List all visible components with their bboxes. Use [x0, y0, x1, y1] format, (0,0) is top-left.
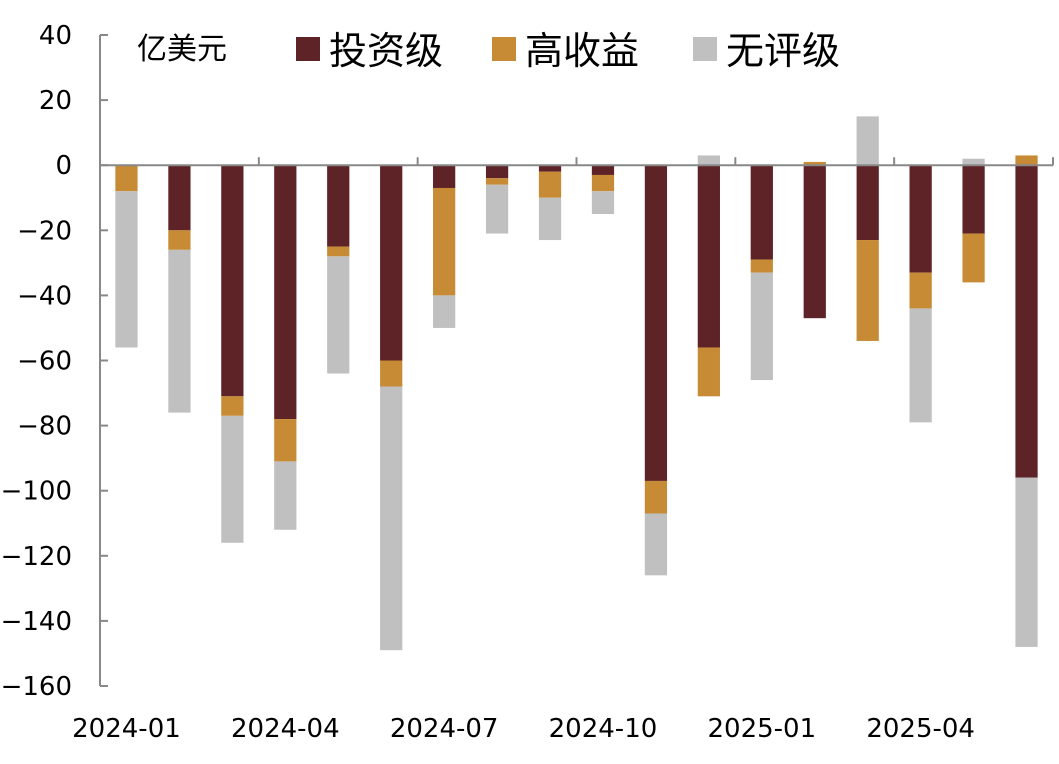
- legend: 亿美元 投资级 高收益 无评级: [137, 29, 840, 73]
- bar-2024-06-series-0: [380, 165, 403, 361]
- bar-2024-04-series-0: [274, 165, 297, 420]
- bar-2025-05-series-1: [962, 233, 985, 283]
- bar-2024-11-series-1: [644, 480, 668, 514]
- bar-2024-04-series-1: [274, 419, 297, 462]
- x-tick-label: 2024-01: [72, 714, 181, 744]
- x-tick-label: 2024-04: [231, 714, 340, 744]
- bar-2025-01-series-0: [750, 165, 773, 260]
- y-tick-label: −40: [17, 281, 72, 311]
- bar-2024-03-series-2: [221, 415, 244, 543]
- bar-2024-02-series-1: [168, 230, 191, 250]
- x-tick-label: 2024-10: [549, 714, 658, 744]
- bar-2025-03-series-1: [856, 240, 879, 341]
- bar-2024-08-series-2: [485, 184, 509, 234]
- bars-group: [115, 116, 1038, 651]
- bar-2024-07-series-1: [433, 187, 456, 296]
- bar-2024-10-series-1: [591, 174, 615, 192]
- legend-swatch-2: [693, 37, 717, 61]
- bar-2025-06-series-2: [1015, 477, 1038, 647]
- y-tick-label: −160: [1, 672, 72, 702]
- bar-2024-03-series-1: [221, 396, 244, 416]
- bar-2024-02-series-2: [168, 249, 191, 413]
- y-tick-label: −60: [17, 347, 72, 377]
- bar-2024-02-series-0: [168, 165, 191, 231]
- bar-2025-01-series-2: [750, 272, 773, 381]
- legend-label-0: 投资级: [329, 29, 443, 73]
- bar-2024-12-series-2: [697, 155, 720, 166]
- bar-2025-04-series-0: [909, 165, 932, 273]
- bar-2025-03-series-0: [856, 165, 879, 241]
- bar-2024-05-series-2: [327, 256, 350, 374]
- y-tick-label: 0: [55, 151, 72, 181]
- bar-2024-06-series-2: [380, 386, 403, 651]
- bar-2024-09-series-1: [538, 171, 562, 198]
- bar-2024-01-series-2: [115, 191, 138, 348]
- bar-2024-09-series-0: [538, 165, 562, 172]
- y-tick-label: −140: [1, 607, 72, 637]
- bar-2024-11-series-2: [644, 513, 668, 576]
- legend-label-1: 高收益: [525, 29, 639, 73]
- x-tick-label: 2025-04: [866, 714, 975, 744]
- bar-2024-01-series-1: [115, 165, 138, 192]
- bar-2025-01-series-1: [750, 259, 773, 273]
- bar-2025-05-series-0: [962, 165, 985, 234]
- y-tick-label: 40: [39, 21, 72, 51]
- bar-2025-05-series-2: [962, 158, 985, 166]
- bar-2025-06-series-1: [1015, 155, 1038, 166]
- axes-group: 40 20 0 −20 −40 −60 −80 −100 −120 −140 −1602024-01…: [1, 21, 1054, 744]
- bar-2024-07-series-0: [433, 165, 456, 188]
- bar-2024-10-series-2: [591, 191, 615, 215]
- legend-swatch-0: [296, 37, 320, 61]
- y-tick-label: −80: [17, 412, 72, 442]
- bar-2025-04-series-1: [909, 272, 932, 309]
- bar-2024-05-series-0: [327, 165, 350, 247]
- y-tick-label: 20: [39, 86, 72, 116]
- bar-2025-03-series-2: [856, 116, 879, 166]
- bar-2024-10-series-0: [591, 165, 615, 175]
- bar-2025-06-series-0: [1015, 165, 1038, 478]
- y-tick-label: −120: [1, 542, 72, 572]
- bar-2024-08-series-0: [485, 165, 509, 179]
- legend-swatch-1: [492, 37, 516, 61]
- bar-2024-04-series-2: [274, 461, 297, 530]
- x-tick-label: 2024-07: [390, 714, 499, 744]
- legend-label-2: 无评级: [726, 29, 840, 73]
- bar-2024-07-series-2: [433, 295, 456, 328]
- bar-2025-02-series-1: [803, 161, 826, 166]
- bar-2024-09-series-2: [538, 197, 562, 241]
- y-tick-label: −20: [17, 216, 72, 246]
- bar-2024-12-series-1: [697, 347, 720, 397]
- bar-2025-02-series-0: [803, 165, 826, 319]
- bar-2024-11-series-0: [644, 165, 668, 481]
- bar-2024-06-series-1: [380, 360, 403, 387]
- bar-2024-03-series-0: [221, 165, 244, 397]
- unit-label: 亿美元: [137, 32, 227, 67]
- bar-2024-12-series-0: [697, 165, 720, 348]
- x-tick-label: 2025-01: [707, 714, 816, 744]
- y-tick-label: −100: [1, 477, 72, 507]
- bar-2025-04-series-2: [909, 308, 932, 423]
- bar-2024-05-series-1: [327, 246, 350, 257]
- bar-2024-08-series-1: [485, 178, 509, 185]
